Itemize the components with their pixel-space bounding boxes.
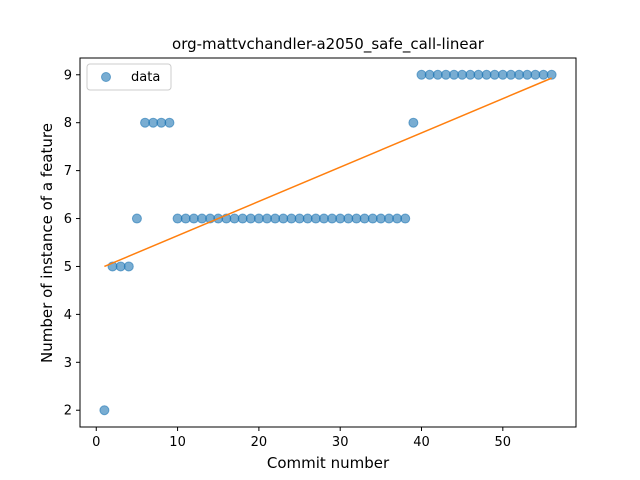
y-tick-label: 9 [64,68,72,83]
legend-box [86,63,172,91]
x-axis-label: Commit number [267,454,390,472]
x-axis: 0 10 20 30 40 50 [92,427,511,450]
data-point [123,261,134,272]
plot-area [99,69,557,416]
y-tick-label: 2 [64,404,72,419]
x-tick-label: 40 [413,435,430,450]
x-tick-label: 0 [92,435,100,450]
data-point [99,405,110,416]
x-tick-label: 10 [169,435,186,450]
x-tick-label: 30 [332,435,349,450]
chart-title: org-mattvchandler-a2050_safe_call-linear [172,35,485,54]
y-tick-label: 5 [64,260,72,275]
plot-frame [79,57,577,428]
legend-label: data [131,70,160,85]
data-point [546,69,557,80]
y-axis-label: Number of instance of a feature [38,123,56,363]
y-tick-label: 4 [64,308,72,323]
x-tick-label: 50 [495,435,512,450]
y-axis: 2 3 4 5 6 7 8 9 [64,68,80,419]
legend: data [86,63,172,91]
legend-marker [101,72,111,82]
data-point [400,213,411,224]
x-tick-label: 20 [251,435,268,450]
y-tick-label: 7 [64,164,72,179]
y-tick-label: 3 [64,356,72,371]
data-point [131,213,142,224]
y-tick-label: 8 [64,116,72,131]
y-tick-label: 6 [64,212,72,227]
data-point [164,117,175,128]
data-point [408,117,419,128]
fit-line [104,77,552,268]
